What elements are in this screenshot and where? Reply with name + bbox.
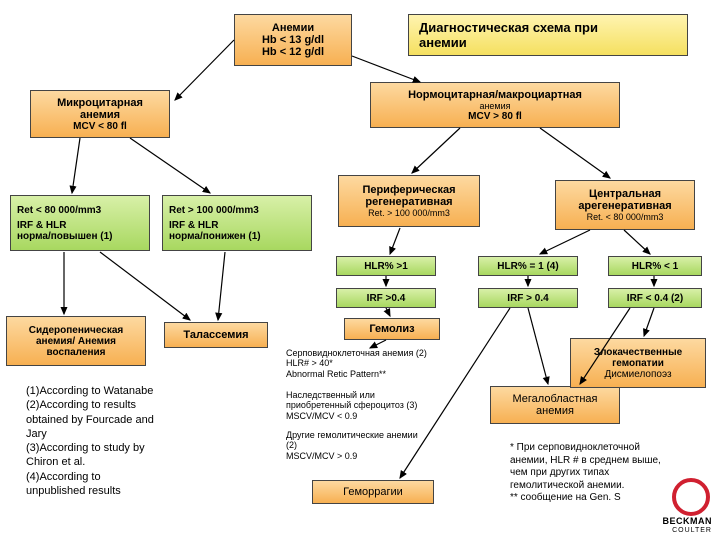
malign-box: Злокачественные гемопатии Дисмиелопоэз: [570, 338, 706, 388]
peripheral-box: Периферическая регенеративная Ret. > 100…: [338, 175, 480, 227]
other-hem-text: Другие гемолитические анемии (2) MSCV/MC…: [286, 430, 486, 461]
hlr-gt1: HLR% >1: [336, 256, 436, 276]
sidero-box: Сидеропеническая анемия/ Анемия воспален…: [6, 316, 146, 366]
irf-lt: IRF < 0.4 (2): [608, 288, 702, 308]
sickle-text: Серповидноклеточная анемия (2) HLR# > 40…: [286, 348, 476, 379]
hlr-eq1: HLR% = 1 (4): [478, 256, 578, 276]
ret-low-box: Ret < 80 000/mm3 IRF & HLR норма/повышен…: [10, 195, 150, 251]
hlr-lt1: HLR% < 1: [608, 256, 702, 276]
normo-box: Нормоцитарная/макроциартная анемия MCV >…: [370, 82, 620, 128]
thal-box: Талассемия: [164, 322, 268, 348]
ret-high-box: Ret > 100 000/mm3 IRF & HLR норма/пониже…: [162, 195, 312, 251]
logo-sub: COULTER: [672, 527, 712, 534]
irf-gt2: IRF > 0.4: [478, 288, 578, 308]
title-l1: Диагностическая схема при: [419, 20, 598, 35]
logo-ring-icon: [672, 478, 710, 516]
sphero-text: Наследственный или приобретенный сфероци…: [286, 390, 486, 421]
microcytic-box: Микроцитарная анемия MCV < 80 fl: [30, 90, 170, 138]
hemor-box: Геморрагии: [312, 480, 434, 504]
megalo-box: Мегалобластная анемия: [490, 386, 620, 424]
logo-brand: BECKMAN: [663, 517, 713, 526]
title-l2: анемии: [419, 35, 467, 50]
hemolys-box: Гемолиз: [344, 318, 440, 340]
irf-gt: IRF >0.4: [336, 288, 436, 308]
refs-block: (1)According to Watanabe (2)According to…: [26, 384, 236, 498]
root-anemia: Анемии Hb < 13 g/dl Hb < 12 g/dl: [234, 14, 352, 66]
central-box: Центральная арегенеративная Ret. < 80 00…: [555, 180, 695, 230]
title-box: Диагностическая схема при анемии: [408, 14, 688, 56]
